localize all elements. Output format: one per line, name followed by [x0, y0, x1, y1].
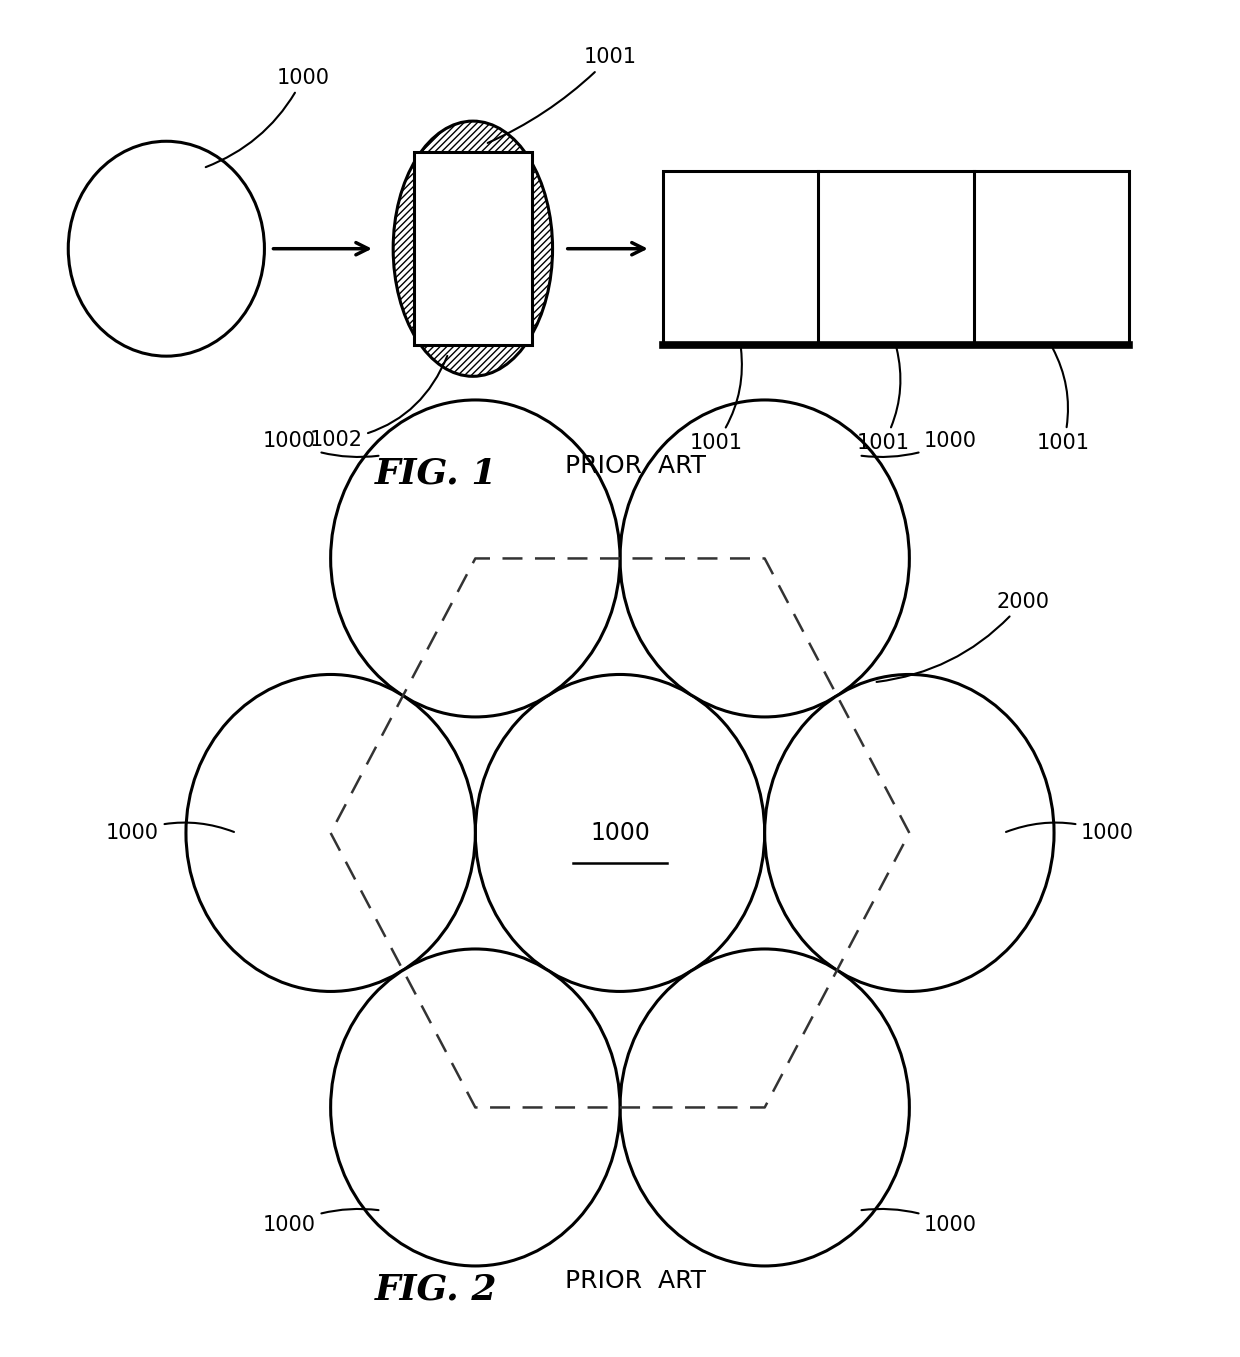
Text: 1000: 1000: [105, 822, 234, 843]
Text: 1000: 1000: [590, 821, 650, 845]
Circle shape: [765, 674, 1054, 992]
Circle shape: [620, 400, 909, 716]
Text: 1000: 1000: [1006, 822, 1135, 843]
Text: 1002: 1002: [310, 356, 448, 451]
Text: 1001: 1001: [487, 47, 636, 142]
Text: 1001: 1001: [857, 349, 910, 453]
Text: 1000: 1000: [862, 1209, 977, 1235]
Text: PRIOR  ART: PRIOR ART: [565, 455, 706, 478]
Text: 1001: 1001: [689, 349, 743, 453]
Text: 1000: 1000: [206, 68, 330, 167]
Text: 1000: 1000: [862, 432, 977, 457]
Ellipse shape: [393, 121, 553, 376]
Text: 1001: 1001: [1037, 347, 1090, 453]
Text: 2000: 2000: [877, 592, 1049, 683]
Text: PRIOR  ART: PRIOR ART: [565, 1269, 706, 1293]
Text: 1000: 1000: [263, 1209, 378, 1235]
Text: 1000: 1000: [263, 432, 378, 457]
Circle shape: [331, 949, 620, 1266]
Circle shape: [475, 674, 765, 992]
Bar: [414, 152, 532, 346]
Text: FIG. 2: FIG. 2: [374, 1272, 497, 1307]
Circle shape: [331, 400, 620, 716]
Text: FIG. 1: FIG. 1: [374, 457, 497, 491]
Circle shape: [620, 949, 909, 1266]
Circle shape: [186, 674, 475, 992]
Bar: [663, 171, 1128, 346]
